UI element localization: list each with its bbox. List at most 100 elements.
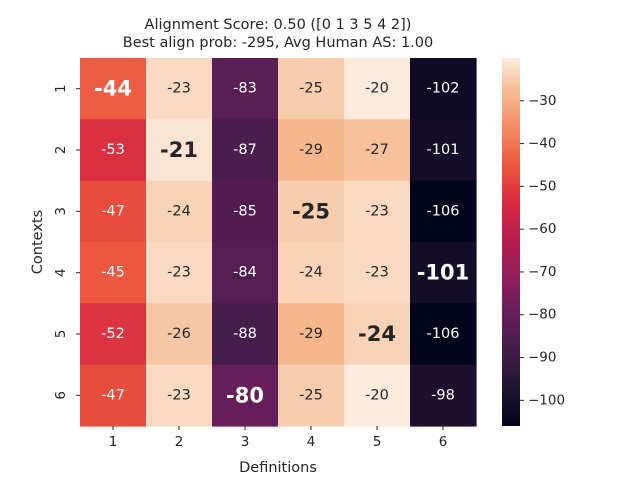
colorbar-tick-label: −40 xyxy=(528,136,557,152)
heatmap-cell xyxy=(410,364,477,427)
cell-value-label: -20 xyxy=(365,81,389,97)
heatmap-cell xyxy=(212,58,279,120)
y-tick-label: 6 xyxy=(53,391,69,400)
heatmap-cell xyxy=(146,119,213,182)
cell-value-label: -106 xyxy=(427,326,460,342)
heatmap-cell xyxy=(278,58,345,120)
y-tick-label: 5 xyxy=(53,330,69,339)
y-tick-label: 3 xyxy=(53,207,69,216)
heatmap-cell xyxy=(212,303,279,366)
cell-value-label: -25 xyxy=(299,81,323,97)
heatmap-cell xyxy=(410,242,477,304)
x-tick-label: 6 xyxy=(439,434,448,450)
heatmap-cell xyxy=(212,242,279,304)
x-tick-label: 2 xyxy=(175,434,184,450)
colorbar-tick-label: −80 xyxy=(528,307,557,323)
chart-title-line-2: Best align prob: -295, Avg Human AS: 1.0… xyxy=(122,35,434,51)
cell-value-label: -23 xyxy=(167,81,191,97)
cell-value-label: -102 xyxy=(427,81,460,97)
cell-value-label: -23 xyxy=(167,387,191,403)
cell-value-label: -45 xyxy=(101,265,125,281)
heatmap-cell xyxy=(80,364,147,427)
heatmap-cell xyxy=(344,364,411,427)
heatmap-cell xyxy=(146,303,213,366)
heatmap-cell xyxy=(410,303,477,366)
heatmap-cell xyxy=(80,119,147,182)
heatmap-cell xyxy=(146,180,213,243)
x-tick-label: 1 xyxy=(109,434,118,450)
cell-value-label: -25 xyxy=(292,199,330,223)
heatmap-cell xyxy=(146,364,213,427)
cell-value-label: -106 xyxy=(427,203,460,219)
cell-value-label: -21 xyxy=(160,138,198,162)
heatmap-cell xyxy=(278,119,345,182)
cell-value-label: -29 xyxy=(299,326,323,342)
cell-value-label: -47 xyxy=(101,387,125,403)
y-tick-label: 2 xyxy=(53,146,69,155)
cell-value-label: -23 xyxy=(365,203,389,219)
heatmap-cell xyxy=(278,303,345,366)
heatmap-cell xyxy=(80,180,147,243)
heatmap-cell xyxy=(80,58,147,120)
heatmap-cell xyxy=(344,180,411,243)
colorbar-gradient xyxy=(502,58,520,426)
y-axis-label: Contexts xyxy=(30,210,46,274)
cell-value-label: -52 xyxy=(101,326,125,342)
cell-value-label: -98 xyxy=(431,387,455,403)
cell-value-label: -29 xyxy=(299,142,323,158)
heatmap-cell xyxy=(212,119,279,182)
colorbar-tick-label: −70 xyxy=(528,264,557,280)
heatmap-cell xyxy=(278,364,345,427)
heatmap-cell xyxy=(146,58,213,120)
cell-value-label: -44 xyxy=(94,77,132,101)
cell-value-label: -27 xyxy=(365,142,389,158)
x-axis-label: Definitions xyxy=(239,460,317,476)
cell-value-label: -84 xyxy=(233,265,257,281)
cell-value-label: -24 xyxy=(167,203,191,219)
heatmap-cell xyxy=(212,364,279,427)
cell-value-label: -47 xyxy=(101,203,125,219)
heatmap-cell xyxy=(410,58,477,120)
x-axis-ticks: 1 2 3 4 5 6 xyxy=(109,426,448,450)
cell-value-label: -83 xyxy=(233,81,257,97)
y-tick-label: 4 xyxy=(53,268,69,277)
heatmap-cell xyxy=(410,119,477,182)
cell-value-label: -88 xyxy=(233,326,257,342)
heatmap-cell xyxy=(80,242,147,304)
cell-value-label: -24 xyxy=(299,265,323,281)
y-axis-ticks: 1 2 3 4 5 6 xyxy=(53,84,80,400)
x-tick-label: 5 xyxy=(373,434,382,450)
heatmap-cell xyxy=(212,180,279,243)
heatmap-cell xyxy=(278,180,345,243)
cell-value-label: -20 xyxy=(365,387,389,403)
heatmap-cell xyxy=(80,303,147,366)
y-tick-label: 1 xyxy=(53,84,69,93)
heatmap-cell xyxy=(146,242,213,304)
x-tick-label: 3 xyxy=(241,434,250,450)
cell-value-label: -80 xyxy=(226,383,264,407)
x-tick-label: 4 xyxy=(307,434,316,450)
heatmap-cell xyxy=(344,119,411,182)
colorbar: −30 −40 −50 −60 −70 −80 −90 −100 xyxy=(502,58,565,426)
colorbar-tick-label: −90 xyxy=(528,350,557,366)
cell-value-label: -101 xyxy=(417,261,470,285)
colorbar-tick-label: −30 xyxy=(528,93,557,109)
cell-value-label: -53 xyxy=(101,142,125,158)
cell-value-label: -23 xyxy=(167,265,191,281)
colorbar-tick-label: −100 xyxy=(528,392,565,408)
heatmap-cell xyxy=(278,242,345,304)
cell-value-label: -85 xyxy=(233,203,257,219)
colorbar-tick-label: −60 xyxy=(528,221,557,237)
cell-value-label: -26 xyxy=(167,326,191,342)
heatmap-cell xyxy=(344,303,411,366)
cell-value-label: -25 xyxy=(299,387,323,403)
heatmap-cell xyxy=(344,242,411,304)
heatmap-cell xyxy=(410,180,477,243)
cell-value-label: -23 xyxy=(365,265,389,281)
cell-value-label: -87 xyxy=(233,142,257,158)
cell-value-label: -24 xyxy=(358,322,396,346)
heatmap-cell xyxy=(344,58,411,120)
colorbar-tick-label: −50 xyxy=(528,178,557,194)
heatmap-cells: -44 -23 -83 -25 -20 -102 -53 -21 -87 -29 -27 -101 -4… xyxy=(80,58,477,427)
